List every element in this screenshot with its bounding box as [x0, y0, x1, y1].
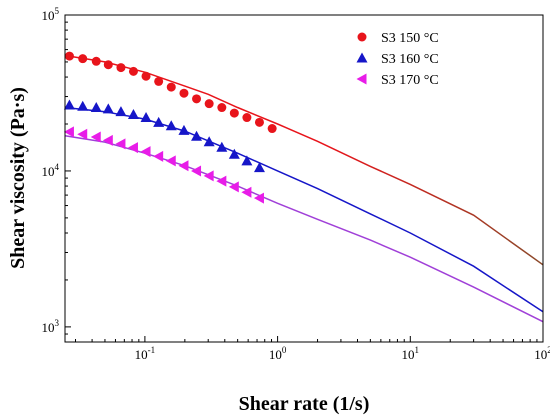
data-point-series-3 [253, 192, 264, 204]
data-point-series-1 [254, 117, 264, 127]
axis-ticks [65, 14, 544, 343]
x-tick-label: 100 [269, 345, 287, 362]
data-point-series-2 [165, 120, 177, 131]
data-point-series-2 [216, 141, 228, 152]
data-point-series-2 [178, 124, 190, 135]
data-point-series-1 [103, 60, 113, 70]
data-point-series-3 [241, 186, 252, 198]
data-point-series-3 [77, 128, 88, 140]
data-point-series-3 [203, 170, 214, 182]
data-point-series-1 [116, 63, 126, 73]
data-point-series-1 [141, 71, 151, 81]
data-point-series-1 [217, 103, 227, 113]
data-point-series-1 [166, 82, 176, 92]
data-point-series-2 [253, 162, 265, 173]
data-point-series-3 [153, 150, 164, 162]
data-point-series-3 [127, 142, 138, 154]
legend-marker-series-1 [357, 32, 367, 42]
data-point-series-3 [90, 131, 101, 143]
data-point-series-1 [179, 88, 189, 98]
data-point-series-3 [140, 146, 151, 158]
data-point-series-3 [102, 134, 113, 146]
fit-line-series-2 [64, 106, 544, 313]
data-point-series-2 [203, 136, 215, 147]
data-point-series-3 [63, 126, 74, 138]
data-point-series-1 [204, 99, 214, 109]
data-point-series-2 [63, 99, 75, 110]
data-point-series-1 [192, 94, 202, 104]
data-point-series-3 [165, 155, 176, 167]
legend-marker-series-3 [356, 73, 367, 85]
legend-label-series-2: S3 160 °C [381, 52, 439, 67]
data-point-series-3 [191, 165, 202, 177]
data-markers [63, 51, 277, 204]
data-point-series-1 [267, 124, 277, 134]
data-point-series-3 [178, 160, 189, 172]
y-tick-label: 104 [42, 162, 60, 179]
data-point-series-2 [241, 155, 253, 166]
tick-labels: 10-1 100 101 102 103 104 105 [42, 6, 550, 362]
x-tick-label: 101 [402, 345, 420, 362]
data-point-series-2 [228, 148, 240, 159]
data-point-series-3 [216, 175, 227, 187]
plot-frame [64, 14, 544, 343]
data-point-series-2 [127, 109, 139, 120]
y-tick-label: 105 [42, 6, 60, 23]
data-point-series-1 [154, 76, 164, 86]
legend-label-series-3: S3 170 °C [381, 73, 439, 88]
data-point-series-2 [140, 112, 152, 123]
legend-label-series-1: S3 150 °C [381, 31, 439, 46]
data-point-series-2 [102, 103, 114, 114]
data-point-series-3 [115, 138, 126, 150]
data-point-series-2 [115, 106, 127, 117]
x-tick-label: 10-1 [135, 345, 156, 362]
data-point-series-2 [153, 116, 165, 127]
legend: S3 150 °C S3 160 °C S3 170 °C [356, 31, 439, 88]
fit-line-series-3 [64, 135, 544, 323]
data-point-series-1 [91, 56, 101, 66]
data-point-series-1 [242, 113, 252, 123]
data-point-series-1 [64, 51, 74, 61]
x-axis-title: Shear rate (1/s) [239, 393, 370, 415]
x-tick-label: 102 [534, 345, 550, 362]
data-point-series-2 [191, 130, 203, 141]
data-point-series-1 [229, 108, 239, 118]
y-axis-title: Shear viscosity (Pa·s) [7, 87, 29, 269]
data-point-series-2 [77, 100, 89, 111]
fit-lines [64, 54, 544, 323]
legend-marker-series-2 [356, 52, 368, 63]
fit-line-series-1 [64, 54, 544, 266]
data-point-series-1 [78, 54, 88, 64]
data-point-series-3 [228, 181, 239, 193]
data-point-series-2 [90, 102, 102, 113]
y-tick-label: 103 [42, 318, 60, 335]
data-point-series-1 [128, 66, 138, 76]
